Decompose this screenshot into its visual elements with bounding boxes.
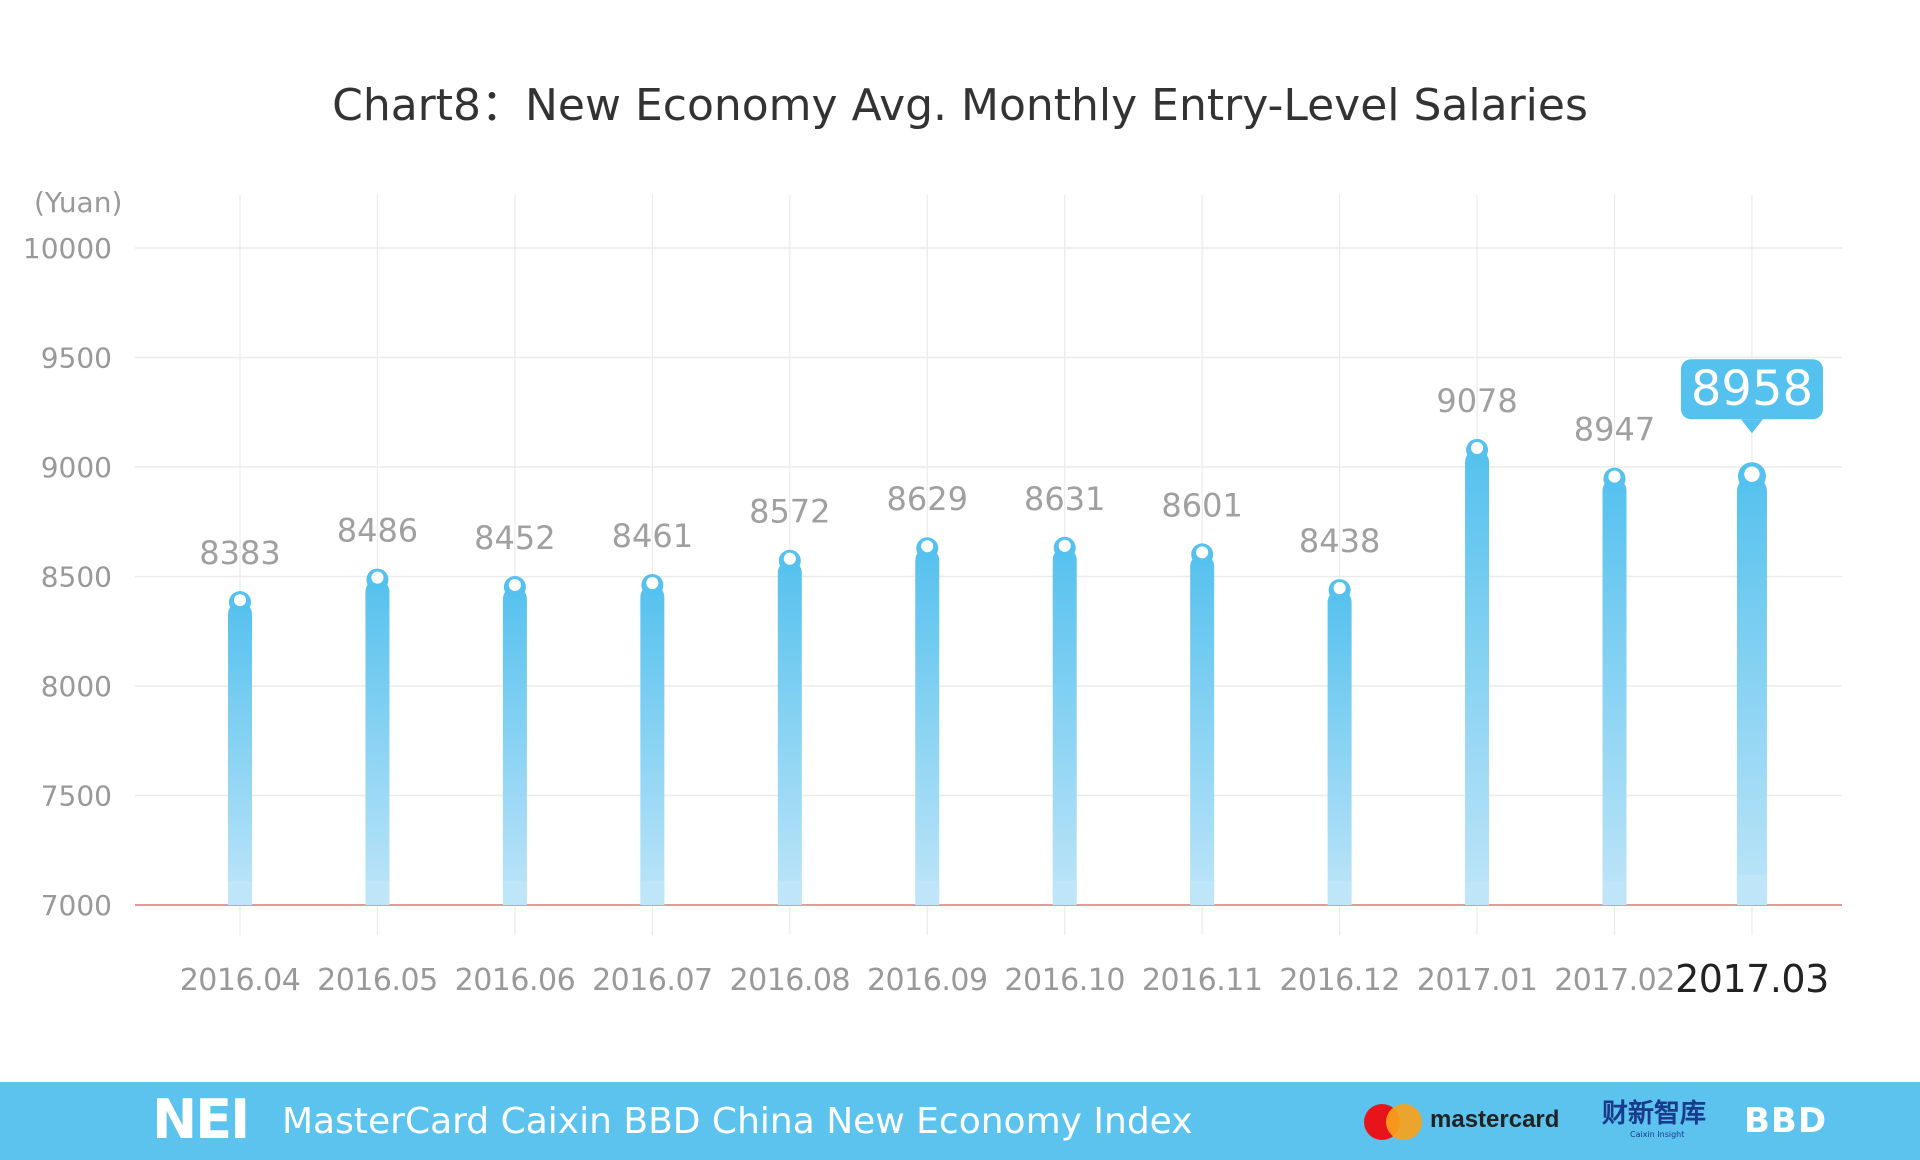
mastercard-orange-circle-icon [1386,1104,1422,1140]
point-dot [921,540,934,553]
bar-2016.09 [915,548,940,905]
bar-base [1052,881,1077,905]
y-tick-label: 8500 [41,561,112,594]
bbd-logo: BBD [1744,1101,1828,1141]
footer-bar: NEI MasterCard Caixin BBD China New Econ… [0,1082,1920,1160]
x-tick-label: 2016.12 [1279,963,1400,998]
x-tick-label: 2016.04 [180,963,301,998]
highlight-callout: 8958 [1680,359,1823,434]
y-tick-label: 7500 [41,780,112,813]
bar-2017.02 [1602,478,1627,905]
bar-2016.05 [365,579,390,905]
point-dot [371,571,384,584]
bar-base [1465,881,1490,905]
point-dot [1471,441,1484,454]
bar-base [640,881,665,905]
nei-logo: NEI [152,1088,250,1151]
bar-base [777,881,802,905]
point-dot [783,552,796,565]
caixin-wordmark: 财新智库 [1602,1099,1707,1129]
bar-2017.01 [1465,449,1490,905]
chart: Chart8：New Economy Avg. Monthly Entry-Le… [23,80,1842,1001]
point-dot [1058,539,1071,552]
bar-2016.10 [1052,547,1077,905]
data-label: 9078 [1436,382,1517,420]
y-axis-unit: (Yuan) [34,186,122,219]
data-label: 8572 [749,493,830,531]
point-dot [1196,546,1209,559]
data-label: 8486 [337,512,418,550]
point-dot [1608,470,1621,483]
y-tick-label: 10000 [23,232,112,265]
point-dot [1744,466,1760,482]
point-dot [1333,582,1346,595]
callout-pointer [1740,419,1763,434]
bar-2016.08 [777,560,802,905]
x-tick-label: 2016.10 [1004,963,1125,998]
data-label: 8631 [1024,480,1105,518]
x-tick-label: 2016.08 [730,963,851,998]
callout-box [1680,359,1823,420]
y-tick-label: 7000 [41,889,112,922]
bar-base [915,881,940,905]
data-label: 8947 [1574,411,1655,449]
y-tick-label: 8000 [41,670,112,703]
bar-2016.04 [228,602,252,905]
x-tick-label: 2017.01 [1417,963,1538,998]
bar-base [1327,881,1352,905]
bar-2016.06 [502,587,527,905]
x-tick-label: 2017.02 [1554,963,1675,998]
bars: 8383 8486 8452 8461 8572 8629 8631 8601 8438 9078… [199,382,1767,905]
y-tick-label: 9000 [41,451,112,484]
data-label: 8601 [1161,486,1242,524]
data-label: 8383 [199,534,280,572]
x-tick-label: 2016.07 [592,963,713,998]
bar-base [365,881,390,905]
y-tick-label: 9500 [41,342,112,375]
bar-base [502,881,527,905]
x-tick-label: 2016.05 [317,963,438,998]
mastercard-wordmark: mastercard [1430,1106,1560,1133]
caixin-subtitle: Caixin Insight [1630,1130,1685,1139]
x-axis-ticks: 2016.04 2016.05 2016.06 2016.07 2016.08 2016.… [180,957,1830,1001]
x-tick-label: 2016.09 [867,963,988,998]
point-dot [646,576,659,590]
mastercard-circles-icon [1364,1104,1424,1140]
data-label: 8461 [612,517,693,555]
point-dot [508,578,521,592]
grid [135,195,1842,935]
x-tick-label: 2016.11 [1142,963,1263,998]
bar-base [1602,881,1627,905]
data-label: 8438 [1299,522,1380,560]
bar-2016.12 [1327,590,1352,905]
index-name: MasterCard Caixin BBD China New Economy … [282,1101,1193,1142]
caixin-insight-logo: 财新智库 Caixin Insight [1602,1096,1712,1146]
y-axis-ticks: 7000 7500 8000 8500 9000 9500 10000 [23,232,112,922]
x-tick-label: 2016.06 [455,963,576,998]
x-tick-label: 2017.03 [1675,957,1829,1001]
bar-2016.11 [1190,554,1215,905]
bar-2016.07 [640,585,665,905]
point-dot [233,594,247,607]
data-label: 8452 [474,519,555,557]
bar-base [228,881,252,905]
bar-base [1736,875,1767,905]
data-label: 8629 [887,480,968,518]
callout-value: 8958 [1691,361,1813,417]
bar-2017.03 [1736,476,1767,905]
bar-base [1190,881,1215,905]
chart-title: Chart8：New Economy Avg. Monthly Entry-Le… [332,80,1588,131]
